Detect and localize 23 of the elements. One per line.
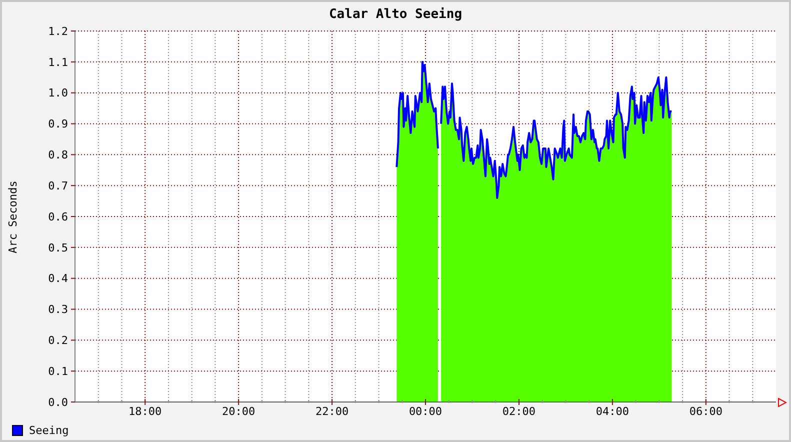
y-tick-label: 0.0 <box>48 396 68 409</box>
y-tick-label: 0.5 <box>48 241 68 254</box>
x-tick-label: 06:00 <box>689 405 722 418</box>
x-tick-label: 22:00 <box>315 405 349 418</box>
y-tick-label: 1.0 <box>48 86 68 100</box>
y-axis-title: Arc Seconds <box>6 180 20 253</box>
y-tick-label: 0.8 <box>48 148 68 162</box>
x-tick-label: 02:00 <box>502 405 536 418</box>
y-tick-label: 0.3 <box>48 303 68 316</box>
y-tick-label: 0.1 <box>48 364 68 378</box>
y-tick-label: 0.7 <box>48 179 68 192</box>
y-tick-label: 1.2 <box>48 24 68 38</box>
y-tick-label: 0.6 <box>48 210 68 224</box>
y-tick-label: 0.2 <box>48 334 68 348</box>
chart-title: Calar Alto Seeing <box>328 7 464 23</box>
y-tick-label: 0.4 <box>48 272 68 286</box>
x-tick-label: 04:00 <box>596 405 629 418</box>
x-tick-label: 18:00 <box>128 405 162 418</box>
legend-label: Seeing <box>29 424 69 437</box>
y-tick-label: 0.9 <box>48 118 68 131</box>
x-tick-label: 20:00 <box>222 405 256 418</box>
x-tick-label: 00:00 <box>408 405 442 418</box>
y-tick-label: 1.1 <box>48 56 68 69</box>
